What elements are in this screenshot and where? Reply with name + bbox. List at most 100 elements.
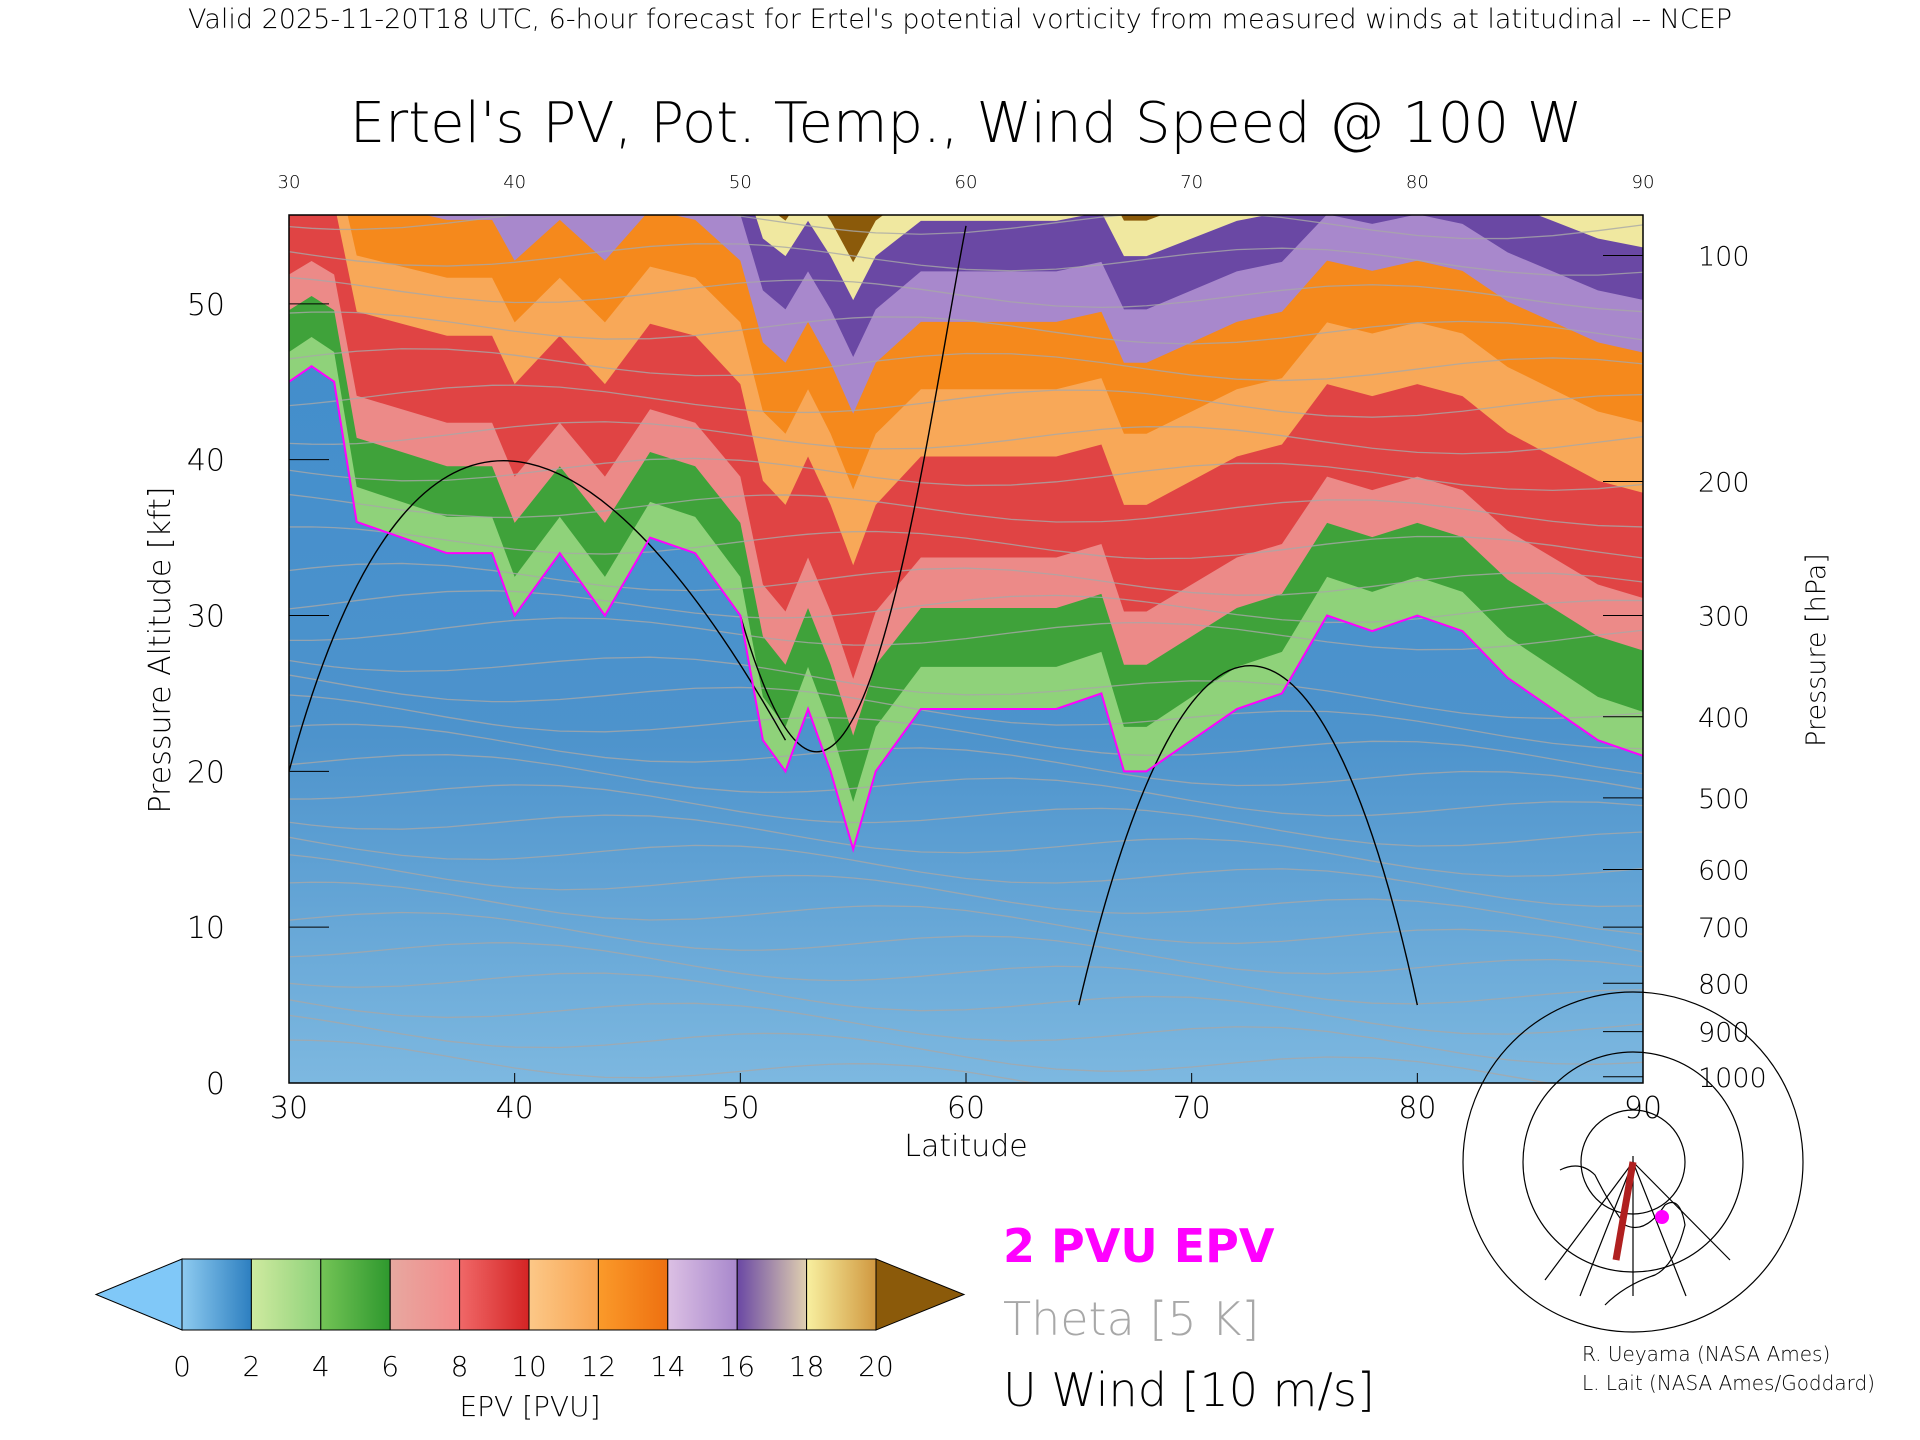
- x-tick-label: 50: [721, 1091, 759, 1126]
- y-tick-label: 50: [187, 288, 225, 323]
- theta-contour: [289, 754, 1643, 817]
- theta-contour: [289, 243, 1643, 276]
- band-purple: [289, 215, 1643, 357]
- colorbar-segment: [250, 1258, 322, 1331]
- y-tick-label: 30: [187, 599, 225, 634]
- colorbar-segment: [736, 1258, 808, 1331]
- x-tick-label: 40: [496, 1091, 534, 1126]
- theta-contour: [289, 590, 1643, 624]
- colorbar-tick-label: 4: [312, 1350, 330, 1383]
- theta-contour: [289, 694, 1643, 775]
- x-top-tick-label: 80: [1406, 172, 1429, 193]
- pressure-tick-label: 200: [1698, 467, 1750, 498]
- theta-contour: [289, 276, 1643, 313]
- colorbar-segment: [597, 1258, 669, 1331]
- pressure-tick-label: 100: [1698, 242, 1750, 273]
- colorbar-segment: [459, 1258, 530, 1331]
- theta-contour: [289, 311, 1643, 345]
- colorbar-tick-label: 8: [451, 1350, 469, 1383]
- x-tick-label: 60: [947, 1091, 985, 1126]
- legend-uwind: U Wind [10 m/s]: [1003, 1363, 1375, 1417]
- u-wind-contour: [739, 225, 967, 753]
- theta-contour: [289, 348, 1643, 382]
- theta-contour: [289, 457, 1643, 491]
- theta-contour: [289, 384, 1643, 418]
- colorbar-label: EPV [PVU]: [459, 1390, 600, 1423]
- colorbar-over-triangle: [875, 1258, 966, 1331]
- pressure-tick-label: 800: [1698, 969, 1750, 1000]
- colorbar-tick-label: 0: [173, 1350, 191, 1383]
- colorbar-segment: [528, 1258, 599, 1331]
- x-tick-label: 90: [1624, 1091, 1662, 1126]
- colorbar-segment: [320, 1258, 391, 1331]
- u-wind-contour: [1078, 665, 1419, 1006]
- u-wind-contour: [289, 460, 787, 772]
- pressure-tick-label: 400: [1698, 703, 1750, 734]
- y-tick-label: 40: [187, 444, 225, 479]
- x-axis-label: Latitude: [904, 1129, 1027, 1164]
- theta-contour: [289, 526, 1643, 560]
- y-tick-label: 10: [187, 911, 225, 946]
- colorbar: 0 2 4 6 8 10 12 14 16 18 20: [94, 1258, 966, 1383]
- colorbar-tick-label: 10: [511, 1350, 547, 1383]
- colorbar-tick-label: 20: [858, 1350, 894, 1383]
- theta-contour: [289, 999, 1643, 1066]
- colorbar-segment: [181, 1258, 252, 1331]
- theta-contour: [289, 421, 1643, 455]
- colorbar-tick-label: 14: [650, 1350, 686, 1383]
- legend-pv2: 2 PVU EPV: [1003, 1219, 1275, 1273]
- section-line: [1612, 1161, 1637, 1261]
- x-top-tick-label: 70: [1180, 172, 1203, 193]
- theta-contour: [289, 562, 1643, 596]
- y-tick-label: 0: [206, 1067, 225, 1102]
- x-top-tick-label: 30: [278, 172, 301, 193]
- pressure-tick-label: 600: [1698, 856, 1750, 887]
- pressure-tick-label: 700: [1698, 913, 1750, 944]
- theta-contour: [289, 215, 1643, 240]
- x-top-tick-label: 60: [955, 172, 978, 193]
- colorbar-segment: [667, 1258, 738, 1331]
- theta-contour: [289, 1039, 1037, 1083]
- pressure-tick-label: 500: [1698, 784, 1750, 815]
- colorbar-segment: [389, 1258, 461, 1331]
- theta-contour: [289, 493, 1643, 528]
- locator-map: [1462, 991, 1804, 1333]
- theta-contour: [289, 617, 1643, 651]
- theta-contour: [289, 942, 1643, 1005]
- theta-contour: [289, 854, 1643, 935]
- x-tick-label: 30: [270, 1091, 308, 1126]
- header-text: Valid 2025-11-20T18 UTC, 6-hour forecast…: [188, 4, 1732, 35]
- credit-1: R. Ueyama (NASA Ames): [1582, 1342, 1830, 1366]
- theta-contour: [289, 881, 1643, 953]
- y-tick-label: 20: [187, 755, 225, 790]
- x-tick-label: 80: [1398, 1091, 1436, 1126]
- y2-axis-label: Pressure [hPa]: [1801, 553, 1832, 747]
- location-dot: [1655, 1210, 1669, 1224]
- credit-2: L. Lait (NASA Ames/Goddard): [1582, 1371, 1875, 1395]
- colorbar-under-triangle: [94, 1258, 183, 1331]
- theta-contour: [289, 784, 1643, 847]
- theta-contour: [289, 1014, 1553, 1083]
- theta-contour: [289, 836, 1643, 908]
- theta-contour: [289, 814, 1643, 877]
- colorbar-tick-label: 18: [789, 1350, 825, 1383]
- band-lavender: [289, 215, 1643, 414]
- theta-contour: [289, 972, 1643, 1035]
- pressure-tick-label: 300: [1698, 601, 1750, 632]
- y-axis-label: Pressure Altitude [kft]: [143, 487, 178, 814]
- x-top-tick-label: 50: [729, 172, 752, 193]
- colorbar-segment: [806, 1258, 877, 1331]
- chart-title: Ertel's PV, Pot. Temp., Wind Speed @ 100…: [350, 91, 1582, 156]
- x-top-tick-label: 40: [503, 172, 526, 193]
- x-top-tick-label: 90: [1632, 172, 1655, 193]
- colorbar-tick-label: 2: [242, 1350, 260, 1383]
- colorbar-tick-label: 16: [719, 1350, 755, 1383]
- theta-contour: [289, 674, 1643, 750]
- x-tick-label: 70: [1173, 1091, 1211, 1126]
- legend-theta: Theta [5 K]: [1003, 1292, 1259, 1346]
- plot-area: [289, 215, 1643, 1083]
- pv2-contour: [289, 364, 1643, 853]
- theta-contour: [289, 723, 1643, 790]
- theta-contour: [289, 911, 1643, 975]
